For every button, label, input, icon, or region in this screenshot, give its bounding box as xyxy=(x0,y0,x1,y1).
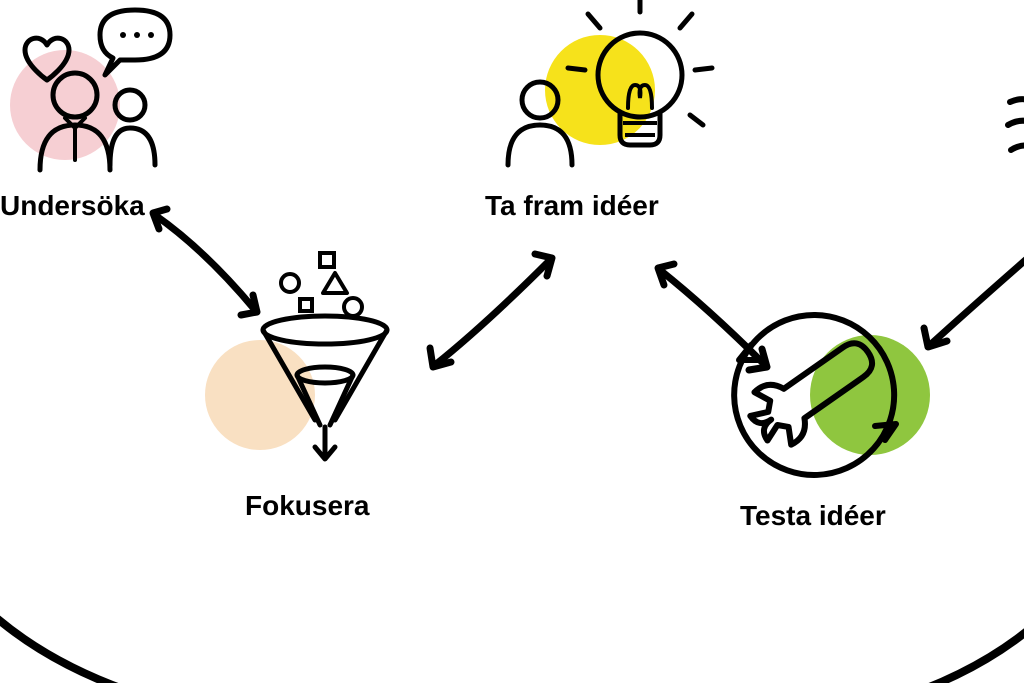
label-fokusera: Fokusera xyxy=(245,490,370,522)
arrow-testa-right xyxy=(910,210,1024,370)
arrow-fokusera-ideer xyxy=(415,240,575,390)
arrow-ideer-testa xyxy=(640,250,790,390)
label-ta-fram-ideer: Ta fram idéer xyxy=(485,190,659,222)
bottom-arc-left xyxy=(0,560,340,683)
arrow-undersoka-fokusera xyxy=(135,195,285,335)
bottom-arc-right xyxy=(740,560,1024,683)
label-undersoka: Undersöka xyxy=(0,190,145,222)
process-diagram: Undersöka Fokusera xyxy=(0,0,1024,683)
label-testa-ideer: Testa idéer xyxy=(740,500,886,532)
lightbulb-person-icon xyxy=(490,0,730,190)
cropped-right-icon xyxy=(1005,90,1024,170)
people-talk-icon xyxy=(5,0,205,180)
node-ta-fram-ideer: Ta fram idéer xyxy=(470,0,770,230)
